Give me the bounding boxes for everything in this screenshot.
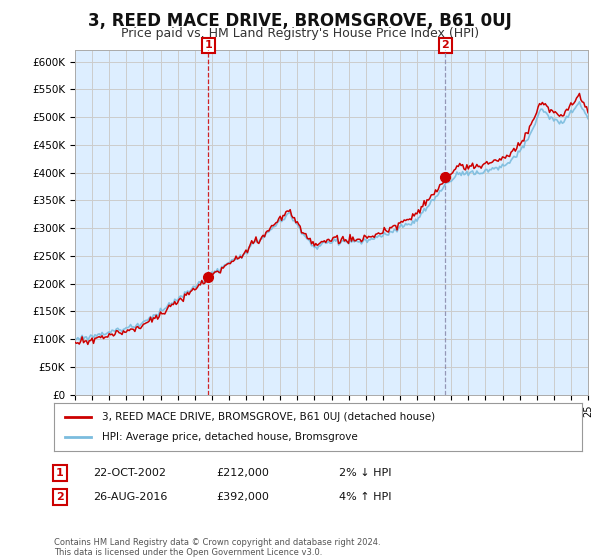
Text: 2% ↓ HPI: 2% ↓ HPI [339,468,391,478]
Text: 2: 2 [56,492,64,502]
Text: Price paid vs. HM Land Registry's House Price Index (HPI): Price paid vs. HM Land Registry's House … [121,27,479,40]
Text: 3, REED MACE DRIVE, BROMSGROVE, B61 0UJ (detached house): 3, REED MACE DRIVE, BROMSGROVE, B61 0UJ … [101,412,434,422]
Text: 1: 1 [205,40,212,50]
Text: 4% ↑ HPI: 4% ↑ HPI [339,492,391,502]
Text: 26-AUG-2016: 26-AUG-2016 [93,492,167,502]
Text: Contains HM Land Registry data © Crown copyright and database right 2024.
This d: Contains HM Land Registry data © Crown c… [54,538,380,557]
Text: 2: 2 [442,40,449,50]
Text: 22-OCT-2002: 22-OCT-2002 [93,468,166,478]
Text: 3, REED MACE DRIVE, BROMSGROVE, B61 0UJ: 3, REED MACE DRIVE, BROMSGROVE, B61 0UJ [88,12,512,30]
Text: £212,000: £212,000 [216,468,269,478]
Text: HPI: Average price, detached house, Bromsgrove: HPI: Average price, detached house, Brom… [101,432,357,442]
Text: £392,000: £392,000 [216,492,269,502]
Text: 1: 1 [56,468,64,478]
